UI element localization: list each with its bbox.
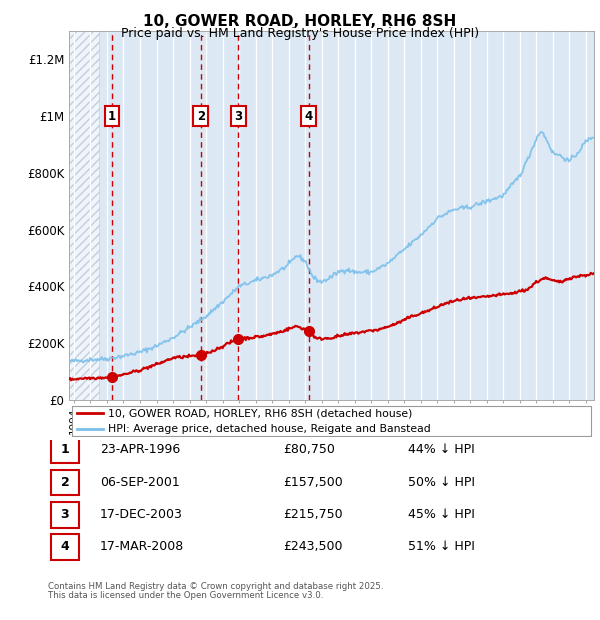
Text: 2: 2 [197,110,205,123]
Text: 23-APR-1996: 23-APR-1996 [100,443,180,456]
Text: 3: 3 [235,110,242,123]
Text: 17-MAR-2008: 17-MAR-2008 [100,541,184,554]
FancyBboxPatch shape [51,534,79,560]
Text: 1: 1 [108,110,116,123]
Text: 2: 2 [61,476,70,489]
Bar [69,31,99,400]
FancyBboxPatch shape [51,438,79,463]
Text: 17-DEC-2003: 17-DEC-2003 [100,508,183,521]
FancyBboxPatch shape [51,502,79,528]
Text: 4: 4 [61,541,70,554]
FancyBboxPatch shape [51,470,79,495]
FancyBboxPatch shape [71,406,592,436]
Text: 3: 3 [61,508,69,521]
Text: £157,500: £157,500 [283,476,343,489]
Text: 44% ↓ HPI: 44% ↓ HPI [409,443,475,456]
Text: 50% ↓ HPI: 50% ↓ HPI [409,476,475,489]
Text: 1: 1 [61,443,70,456]
Text: Price paid vs. HM Land Registry's House Price Index (HPI): Price paid vs. HM Land Registry's House … [121,27,479,40]
Text: 45% ↓ HPI: 45% ↓ HPI [409,508,475,521]
Text: HPI: Average price, detached house, Reigate and Banstead: HPI: Average price, detached house, Reig… [109,423,431,434]
Text: 51% ↓ HPI: 51% ↓ HPI [409,541,475,554]
Text: £243,500: £243,500 [283,541,342,554]
Text: £215,750: £215,750 [283,508,343,521]
Text: Contains HM Land Registry data © Crown copyright and database right 2025.: Contains HM Land Registry data © Crown c… [48,582,383,591]
Text: This data is licensed under the Open Government Licence v3.0.: This data is licensed under the Open Gov… [48,591,323,600]
Text: 06-SEP-2001: 06-SEP-2001 [100,476,179,489]
Text: £80,750: £80,750 [283,443,335,456]
Text: 10, GOWER ROAD, HORLEY, RH6 8SH (detached house): 10, GOWER ROAD, HORLEY, RH6 8SH (detache… [109,408,413,419]
Text: 4: 4 [304,110,313,123]
Text: 10, GOWER ROAD, HORLEY, RH6 8SH: 10, GOWER ROAD, HORLEY, RH6 8SH [143,14,457,29]
